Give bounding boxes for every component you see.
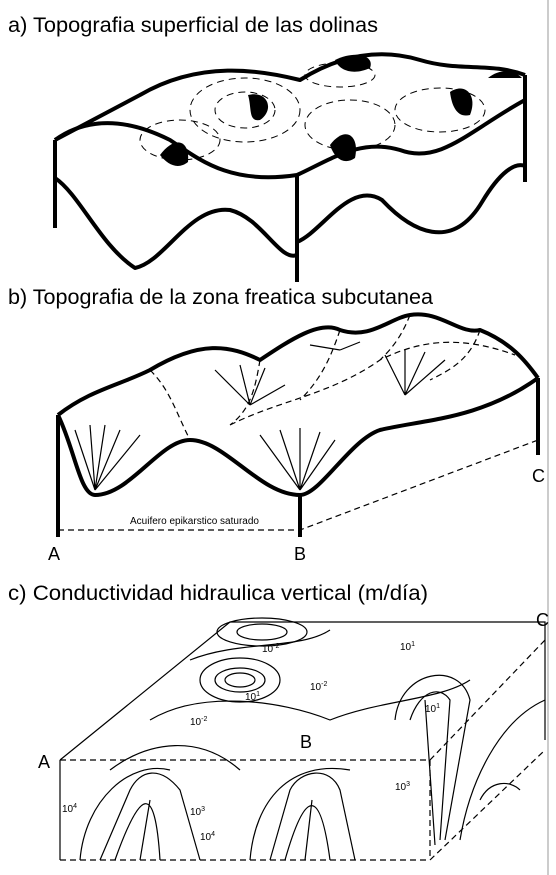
- panel-title: c) Conductividad hidraulica vertical (m/…: [8, 582, 428, 605]
- aquifer-label: Acuifero epikarstico saturado: [130, 516, 259, 527]
- contour-exponent: -2: [201, 716, 207, 723]
- contour-base: 10: [62, 804, 74, 815]
- contour-base: 10: [400, 642, 412, 653]
- contour-exponent: 3: [406, 781, 410, 788]
- contour-exponent: 1: [411, 641, 415, 648]
- contour-base: 10: [190, 717, 202, 728]
- figure: a) Topografia superficial de las dolinas…: [0, 0, 556, 875]
- panel-title: a) Topografia superficial de las dolinas: [8, 14, 378, 37]
- contour-base: 10: [262, 644, 274, 655]
- contour-exponent: -2: [321, 681, 327, 688]
- contour-base: 10: [310, 682, 322, 693]
- point-label: B: [294, 544, 306, 564]
- contour-base: 10: [200, 832, 212, 843]
- contour-exponent: 3: [201, 806, 205, 813]
- point-label: C: [532, 466, 545, 486]
- contour-exponent: 4: [211, 831, 215, 838]
- contour-exponent: 1: [256, 691, 260, 698]
- panel-title: b) Topografia de la zona freatica subcut…: [8, 286, 433, 309]
- contour-base: 10: [425, 704, 437, 715]
- point-label: B: [300, 732, 312, 752]
- contour-exponent: -2: [273, 643, 279, 650]
- contour-exponent: 1: [436, 703, 440, 710]
- point-label: A: [38, 752, 50, 772]
- contour-base: 10: [395, 782, 407, 793]
- contour-base: 10: [190, 807, 202, 818]
- contour-exponent: 4: [73, 803, 77, 810]
- point-label: A: [48, 544, 60, 564]
- contour-base: 10: [245, 692, 257, 703]
- point-label: C: [536, 610, 549, 630]
